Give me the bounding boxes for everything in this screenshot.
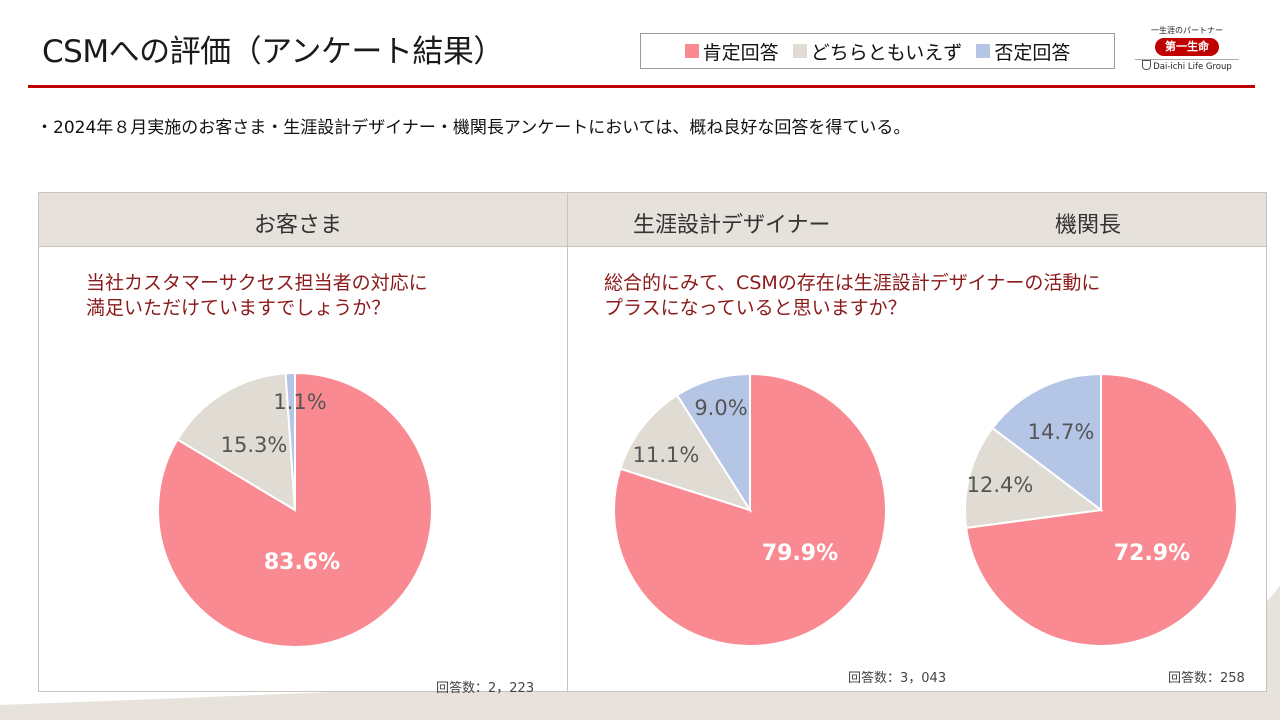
legend-label-neutral: どちらともいえず	[810, 41, 963, 64]
question-staff-line2: プラスになっていると思いますか？	[604, 297, 907, 319]
question-customers-line1: 当社カスタマーサクセス担当者の対応に	[86, 272, 428, 294]
legend-item-neutral: どちらともいえず	[792, 38, 963, 65]
header-designers: 生涯設計デザイナー	[633, 213, 831, 238]
legend-swatch-negative	[976, 44, 991, 58]
respondents-customers: 回答数：2，223	[436, 681, 535, 696]
question-staff: 総合的にみて、CSMの存在は生涯設計デザイナーの活動に プラスになっていると思い…	[604, 271, 1100, 321]
legend-item-positive: 肯定回答	[684, 38, 779, 65]
shield-icon	[1142, 60, 1152, 70]
logo-badge: 第一生命	[1155, 38, 1219, 56]
respondents-managers: 回答数：258	[1168, 671, 1245, 686]
logo-tagline: 一生涯のパートナー	[1151, 26, 1223, 35]
legend-swatch-positive	[684, 44, 699, 58]
logo-group-name: Dai-ichi Life Group	[1153, 62, 1232, 72]
results-panel: お客さま 生涯設計デザイナー 機関長	[38, 192, 1267, 692]
legend-item-negative: 否定回答	[976, 38, 1070, 65]
respondents-designers: 回答数：3，043	[848, 671, 947, 686]
logo-divider	[1135, 59, 1239, 60]
panel-divider	[567, 193, 568, 691]
question-customers: 当社カスタマーサクセス担当者の対応に 満足いただけていますでしょうか？	[86, 271, 428, 321]
question-staff-line1: 総合的にみて、CSMの存在は生涯設計デザイナーの活動に	[604, 272, 1101, 294]
legend-label-negative: 否定回答	[994, 41, 1071, 64]
panel-header	[39, 193, 1266, 247]
legend-swatch-neutral	[792, 44, 807, 58]
title-rule	[28, 85, 1255, 88]
header-customers: お客さま	[254, 213, 343, 238]
summary-bullet: ・2024年８月実施のお客さま・生涯設計デザイナー・機関長アンケートにおいては、…	[36, 118, 911, 138]
legend-label-positive: 肯定回答	[702, 41, 779, 64]
company-logo: 一生涯のパートナー 第一生命 Dai-ichi Life Group	[1133, 26, 1241, 82]
page-title: CSMへの評価（アンケート結果）	[42, 34, 504, 70]
logo-group: Dai-ichi Life Group	[1133, 60, 1241, 74]
header-managers: 機関長	[1055, 213, 1122, 238]
question-customers-line2: 満足いただけていますでしょうか？	[86, 297, 391, 319]
chart-legend: 肯定回答 どちらともいえず 否定回答	[640, 33, 1115, 69]
